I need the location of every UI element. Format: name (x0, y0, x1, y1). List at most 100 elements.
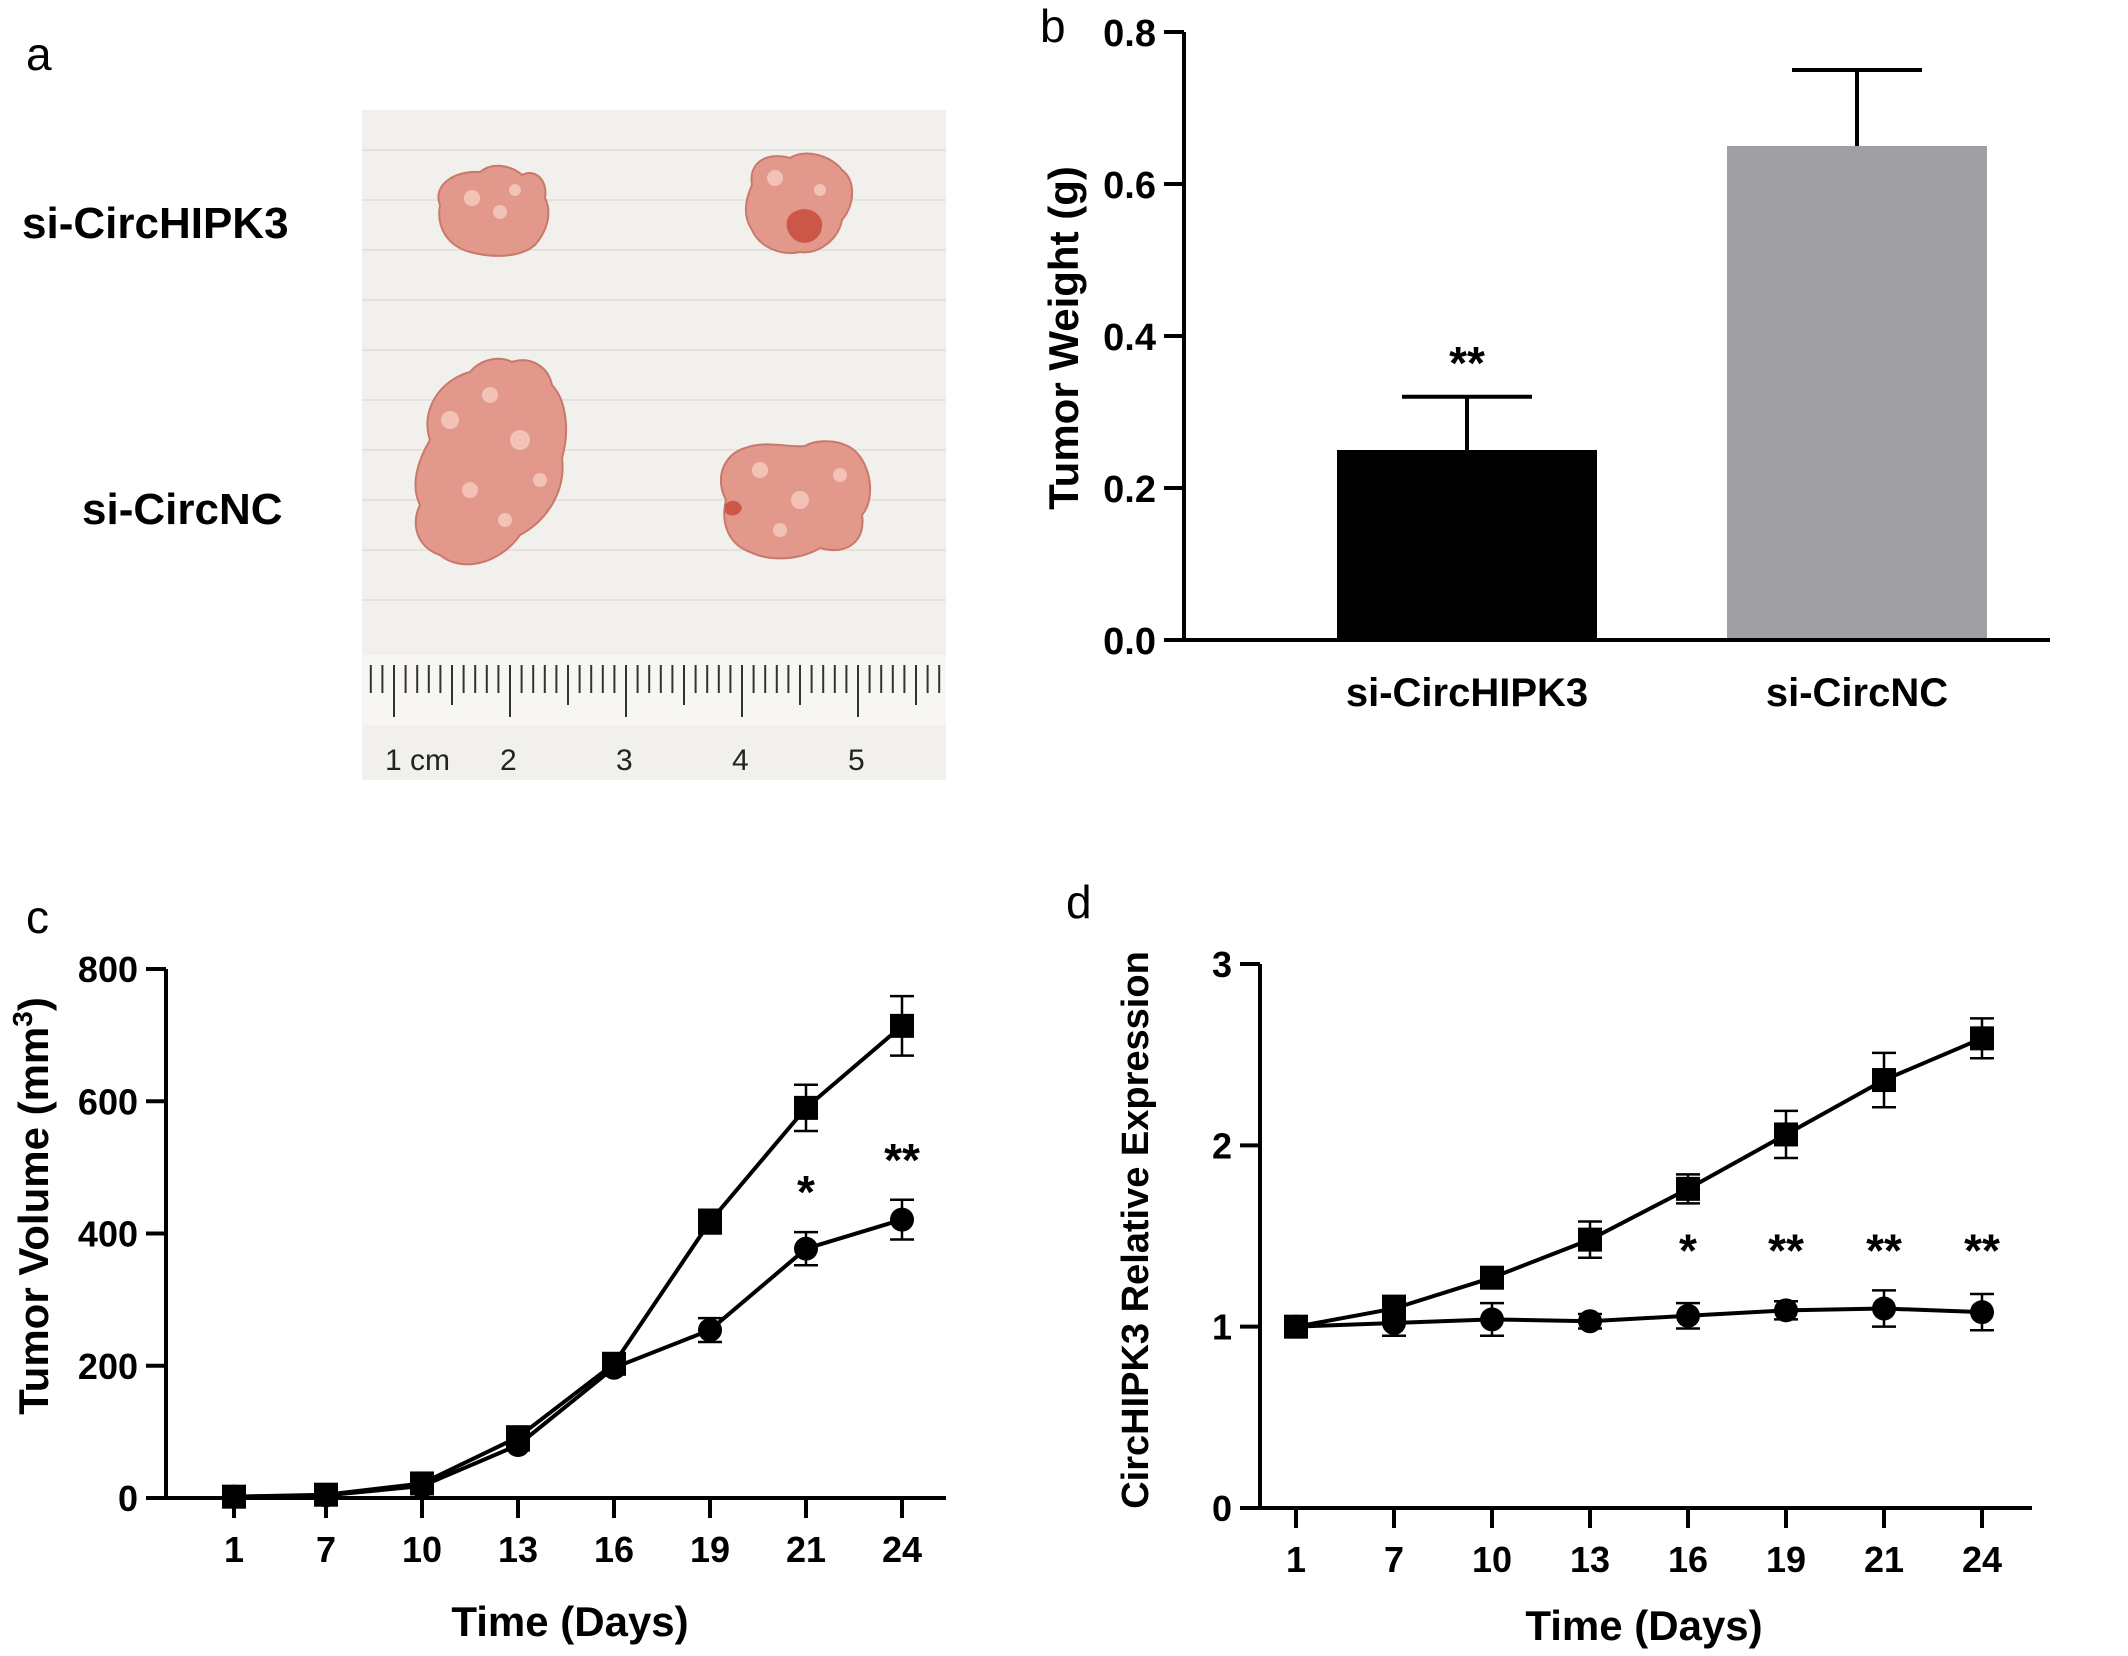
data-point-square (698, 1209, 722, 1234)
panel-label-c: c (26, 891, 49, 943)
line-chart-relative-expression: 0 1 2 3 1 7 10 13 16 19 21 24 * ** ** **… (1115, 944, 2032, 1649)
tumor-sample (414, 357, 568, 566)
significance-label: ** (1866, 1225, 1902, 1277)
y-tick-label: 800 (78, 949, 138, 990)
y-tick-label: 400 (78, 1214, 138, 1255)
x-tick-label: 13 (1570, 1539, 1610, 1580)
y-tick-label: 0.6 (1103, 165, 1156, 207)
y-tick-label: 0.4 (1103, 317, 1156, 359)
ruler-label: 4 (732, 744, 749, 777)
panel-label-a: a (26, 28, 52, 80)
y-tick-label: 0.8 (1103, 13, 1156, 55)
significance-label: ** (884, 1134, 920, 1186)
photo-label-si-circnc: si-CircNC (82, 485, 283, 534)
ruler: 1 cm 2 3 4 5 (362, 655, 946, 777)
bar (1727, 146, 1987, 640)
series-line (1295, 1306, 1983, 1329)
tumor-sample (719, 440, 872, 560)
x-tick-label: 1 (224, 1529, 244, 1570)
data-point-square (1676, 1176, 1700, 1201)
data-point-circle (1774, 1298, 1798, 1323)
y-tick-label: 0 (118, 1478, 138, 1519)
line-chart-marks (1240, 962, 1994, 1528)
y-tick-label: 1 (1212, 1307, 1232, 1348)
data-point-square (1480, 1265, 1504, 1290)
data-point-circle (410, 1474, 434, 1499)
y-tick-label: 600 (78, 1081, 138, 1122)
x-tick-label: 1 (1286, 1539, 1306, 1580)
x-tick-label: 19 (1766, 1539, 1806, 1580)
significance-label: ** (1449, 337, 1485, 389)
x-tick-label: 10 (402, 1529, 442, 1570)
data-point-square (1872, 1068, 1896, 1093)
x-tick-label: 10 (1472, 1539, 1512, 1580)
x-axis-title: Time (Days) (451, 1598, 688, 1645)
tumor-sample (745, 152, 854, 254)
bar (1337, 450, 1597, 640)
y-tick-label: 0 (1212, 1488, 1232, 1529)
data-point-square (794, 1095, 818, 1120)
data-point-circle (506, 1433, 530, 1458)
panel-c: c 0 200 400 600 800 1 7 10 13 16 19 21 2… (7, 891, 946, 1645)
x-tick-label: 16 (594, 1529, 634, 1570)
y-axis-title: Tumor Volume (mm3) (7, 997, 57, 1415)
panel-b: b 0.0 0.2 0.4 0.6 0.8 si-CircHIPK3 si-Ci… (1040, 0, 2050, 715)
data-point-circle (1382, 1311, 1406, 1336)
ruler-label: 2 (500, 744, 517, 777)
photo-label-si-circhipk3: si-CircHIPK3 (22, 199, 289, 248)
data-point-circle (602, 1355, 626, 1380)
x-tick-label: 16 (1668, 1539, 1708, 1580)
y-tick-label: 200 (78, 1346, 138, 1387)
ruler-ticks (369, 665, 941, 717)
category-label: si-CircHIPK3 (1346, 671, 1588, 715)
y-axis-title-main: Tumor Volume (mm (10, 1027, 57, 1415)
series-line (1295, 1036, 1983, 1329)
significance-label: ** (1768, 1225, 1804, 1277)
x-tick-label: 24 (882, 1529, 922, 1570)
bar-chart-marks (1164, 30, 1987, 642)
data-point-square (1578, 1227, 1602, 1252)
x-tick-label: 7 (316, 1529, 336, 1570)
y-tick-label: 0.0 (1103, 621, 1156, 663)
panel-a: a (22, 28, 946, 780)
ruler-label: 5 (848, 744, 865, 777)
data-point-circle (1676, 1303, 1700, 1328)
y-tick-label: 2 (1212, 1125, 1232, 1166)
data-point-square (890, 1013, 914, 1038)
y-axis-title-end: ) (10, 997, 57, 1011)
data-point-circle (698, 1318, 722, 1343)
significance-label: ** (1964, 1225, 2000, 1277)
significance-label: * (1679, 1225, 1697, 1277)
data-point-circle (314, 1483, 338, 1508)
panel-label-d: d (1066, 876, 1092, 928)
y-axis-title-superscript: 3 (7, 1011, 38, 1027)
x-tick-label: 24 (1962, 1539, 2002, 1580)
tumor-sample (437, 164, 550, 257)
y-axis-title: CircHIPK3 Relative Expression (1115, 951, 1157, 1509)
tumor-photo: 1 cm 2 3 4 5 (362, 110, 946, 780)
data-point-square (1970, 1026, 1994, 1051)
category-label: si-CircNC (1766, 671, 1948, 715)
series-line (233, 1217, 903, 1499)
x-tick-label: 21 (1864, 1539, 1904, 1580)
bar-chart-tumor-weight: 0.0 0.2 0.4 0.6 0.8 si-CircHIPK3 si-Circ… (1040, 13, 2050, 715)
x-tick-label: 21 (786, 1529, 826, 1570)
significance-label: * (797, 1166, 815, 1218)
panel-label-b: b (1040, 0, 1066, 52)
data-point-circle (890, 1207, 914, 1232)
data-point-circle (1480, 1307, 1504, 1332)
x-axis-title: Time (Days) (1525, 1602, 1762, 1649)
x-tick-label: 19 (690, 1529, 730, 1570)
data-point-circle (1872, 1296, 1896, 1321)
ruler-label: 1 cm (385, 744, 450, 777)
x-tick-label: 13 (498, 1529, 538, 1570)
y-axis-title: Tumor Weight (g) (1040, 166, 1087, 510)
data-point-circle (1284, 1314, 1308, 1339)
line-chart-tumor-volume: 0 200 400 600 800 1 7 10 13 16 19 21 24 … (7, 949, 946, 1645)
x-tick-label: 7 (1384, 1539, 1404, 1580)
y-tick-label: 3 (1212, 944, 1232, 985)
data-point-circle (794, 1236, 818, 1261)
ruler-label: 3 (616, 744, 633, 777)
panel-d: d 0 1 2 3 1 7 10 13 16 19 21 24 * ** ** … (1066, 876, 2032, 1649)
